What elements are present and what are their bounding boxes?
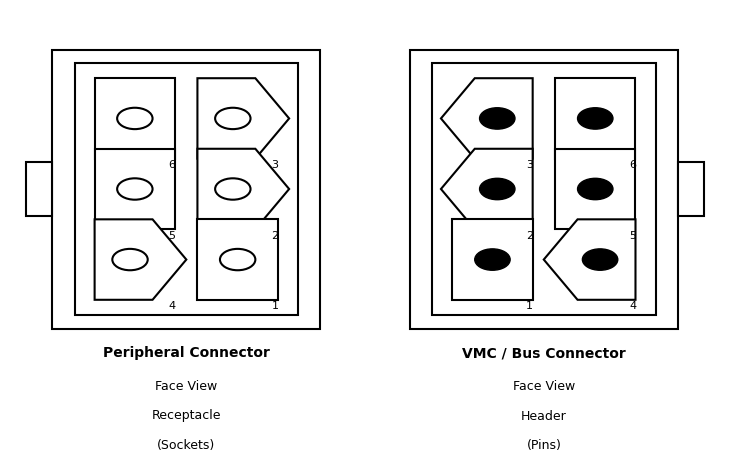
Circle shape bbox=[117, 108, 153, 129]
Text: VMC / Bus Connector: VMC / Bus Connector bbox=[462, 346, 626, 360]
Text: Header: Header bbox=[521, 410, 567, 423]
Polygon shape bbox=[441, 149, 533, 229]
Text: 6: 6 bbox=[629, 160, 636, 170]
Circle shape bbox=[112, 249, 148, 270]
Bar bbox=[74, 63, 298, 315]
Circle shape bbox=[475, 249, 510, 270]
Text: Face View: Face View bbox=[155, 380, 218, 393]
Text: 3: 3 bbox=[271, 160, 279, 170]
Text: 4: 4 bbox=[629, 302, 636, 311]
Text: Receptacle: Receptacle bbox=[151, 410, 221, 423]
Bar bbox=[197, 219, 278, 300]
Circle shape bbox=[215, 178, 250, 200]
Bar bbox=[555, 78, 635, 159]
Bar bbox=[555, 149, 635, 229]
Text: 5: 5 bbox=[629, 231, 636, 241]
Text: 6: 6 bbox=[168, 160, 176, 170]
Circle shape bbox=[577, 108, 613, 129]
Polygon shape bbox=[197, 78, 289, 159]
Circle shape bbox=[117, 178, 153, 200]
Bar bbox=[452, 219, 533, 300]
Circle shape bbox=[480, 108, 515, 129]
Circle shape bbox=[215, 108, 250, 129]
Bar bbox=[26, 162, 52, 216]
Polygon shape bbox=[544, 219, 635, 300]
Circle shape bbox=[480, 178, 515, 200]
Text: 2: 2 bbox=[271, 231, 279, 241]
Text: 4: 4 bbox=[168, 302, 176, 311]
Text: 5: 5 bbox=[168, 231, 176, 241]
Bar bbox=[432, 63, 656, 315]
Polygon shape bbox=[95, 219, 186, 300]
Bar bbox=[410, 50, 678, 328]
Polygon shape bbox=[441, 78, 533, 159]
Text: Face View: Face View bbox=[513, 380, 575, 393]
Text: (Pins): (Pins) bbox=[527, 439, 561, 450]
Polygon shape bbox=[197, 149, 289, 229]
Bar bbox=[678, 162, 704, 216]
Circle shape bbox=[220, 249, 256, 270]
Text: Peripheral Connector: Peripheral Connector bbox=[103, 346, 270, 360]
Text: 3: 3 bbox=[526, 160, 533, 170]
Circle shape bbox=[577, 178, 613, 200]
Text: (Sockets): (Sockets) bbox=[157, 439, 215, 450]
Bar bbox=[95, 78, 175, 159]
Bar bbox=[52, 50, 320, 328]
Text: 1: 1 bbox=[526, 302, 533, 311]
Text: 2: 2 bbox=[526, 231, 533, 241]
Bar bbox=[95, 149, 175, 229]
Text: 1: 1 bbox=[271, 302, 279, 311]
Circle shape bbox=[583, 249, 618, 270]
